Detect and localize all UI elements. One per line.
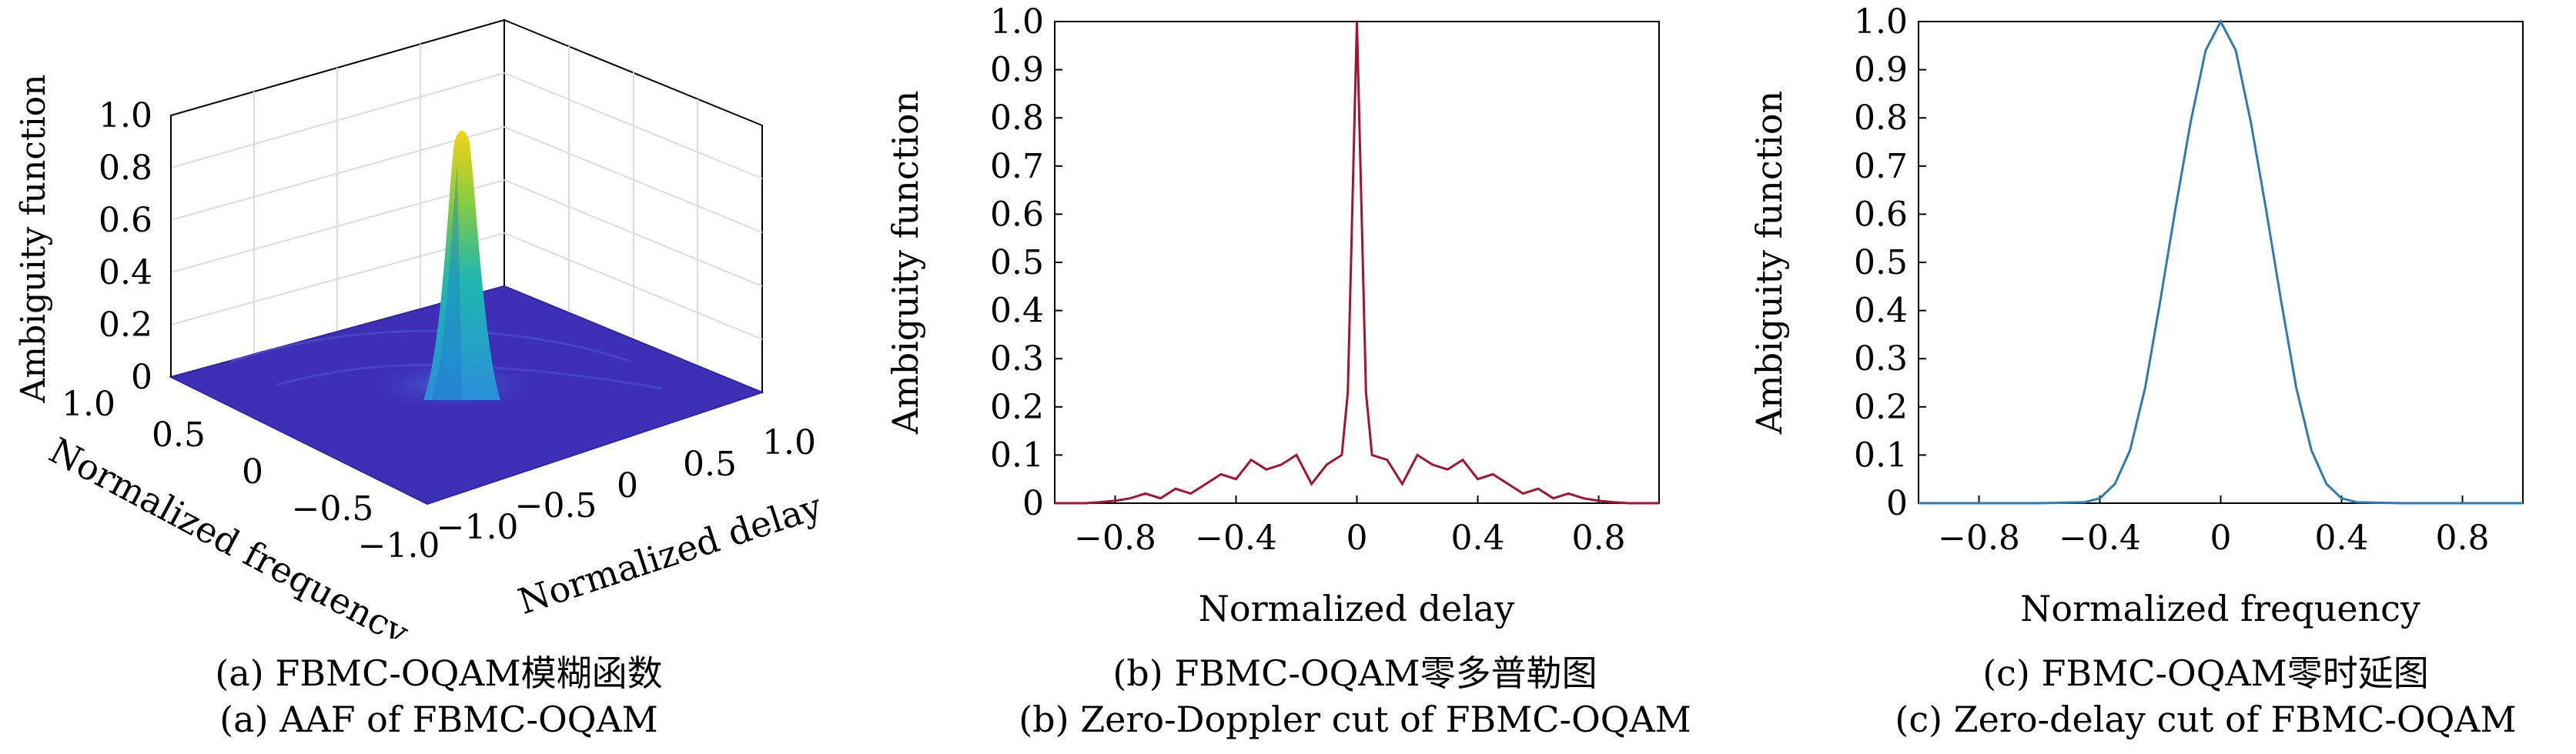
y-tick-labels: 1.0 0.5 0 −0.5 −1.0 xyxy=(62,385,440,566)
chart-a-aaf-surface: 0 0.2 0.4 0.6 0.8 1.0 Ambiguity function… xyxy=(14,18,827,639)
x-tick-label: 0 xyxy=(1347,519,1368,558)
caption-a-en: (a) AAF of FBMC-OQAM xyxy=(219,699,658,740)
y-tick-label: 0.6 xyxy=(990,195,1044,234)
x-tick-label: 0.8 xyxy=(2436,519,2490,558)
caption-a: (a) FBMC-OQAM模糊函数 (a) AAF of FBMC-OQAM xyxy=(115,650,762,742)
x-tick-label: 0 xyxy=(617,466,638,505)
z-tick-label: 0.2 xyxy=(99,305,152,345)
chart-c-zero-delay: 0 0.1 0.2 0.3 0.4 0.5 0.6 0.7 0.8 0.9 1.0 −0.8 −0.4… xyxy=(1748,2,2524,629)
y-tick-label: 0.5 xyxy=(990,243,1044,282)
y-tick-label: 0 xyxy=(1022,484,1044,523)
plot-frame xyxy=(1918,21,2524,504)
chart-b-zero-doppler: 0 0.1 0.2 0.3 0.4 0.5 0.6 0.7 0.8 0.9 1.0 −0.8 −0.4… xyxy=(885,2,1660,629)
x-tick-label: 0.5 xyxy=(683,445,737,484)
y-tick-label: 0 xyxy=(242,452,263,492)
y-tick-label: 0.3 xyxy=(1854,339,1908,379)
y-tick-labels: 0 0.1 0.2 0.3 0.4 0.5 0.6 0.7 0.8 0.9 1.0 xyxy=(1854,2,1926,523)
caption-c-cn: (c) FBMC-OQAM零时延图 xyxy=(1982,652,2429,694)
x-tick-label: 0 xyxy=(2210,519,2232,558)
y-tick-label: 0.1 xyxy=(1854,435,1908,475)
series-line xyxy=(1055,21,1659,505)
caption-b-cn: (b) FBMC-OQAM零多普勒图 xyxy=(1112,652,1597,694)
x-tick-label: 0.8 xyxy=(1572,519,1626,558)
y-tick-label: 0.6 xyxy=(1854,195,1908,234)
x-tick-label: 1.0 xyxy=(762,423,816,462)
x-tick-labels: −1.0 −0.5 0 0.5 1.0 xyxy=(437,423,816,547)
caption-c: (c) FBMC-OQAM零时延图 (c) Zero-delay cut of … xyxy=(1840,650,2571,742)
y-tick-label: 0.5 xyxy=(152,415,206,455)
y-tick-label: 0.7 xyxy=(1854,147,1908,186)
z-tick-label: 0 xyxy=(131,358,152,397)
z-tick-label: 1.0 xyxy=(99,96,152,135)
y-tick-label: 1.0 xyxy=(990,2,1044,42)
y-tick-labels: 0 0.1 0.2 0.3 0.4 0.5 0.6 0.7 0.8 0.9 1.0 xyxy=(990,2,1062,523)
x-tick-label: −0.5 xyxy=(515,486,597,525)
caption-c-en: (c) Zero-delay cut of FBMC-OQAM xyxy=(1895,699,2517,740)
x-axis-label: Normalized delay xyxy=(1199,588,1515,629)
x-tick-labels: −0.8 −0.4 0 0.4 0.8 xyxy=(1938,495,2489,558)
x-tick-label: −0.4 xyxy=(2059,519,2141,558)
x-axis-label: Normalized frequency xyxy=(2020,588,2420,629)
x-tick-label: −0.4 xyxy=(1195,519,1277,558)
y-tick-label: 0.2 xyxy=(1854,388,1908,427)
x-tick-label: −0.8 xyxy=(1074,519,1156,558)
z-tick-label: 0.6 xyxy=(99,201,152,240)
x-tick-label: 0.4 xyxy=(1451,519,1505,558)
y-tick-label: 1.0 xyxy=(1854,2,1908,42)
y-tick-label: 0 xyxy=(1886,484,1908,523)
z-tick-label: 0.4 xyxy=(99,253,152,292)
caption-b: (b) FBMC-OQAM零多普勒图 (b) Zero-Doppler cut … xyxy=(970,650,1740,742)
y-tick-label: 0.7 xyxy=(990,147,1044,186)
x-tick-label: −0.8 xyxy=(1938,519,2020,558)
y-axis-label: Ambiguity function xyxy=(885,91,926,435)
caption-b-en: (b) Zero-Doppler cut of FBMC-OQAM xyxy=(1019,699,1691,740)
y-tick-label: 0.4 xyxy=(1854,292,1908,331)
y-tick-label: 0.8 xyxy=(1854,98,1908,138)
z-tick-label: 0.8 xyxy=(99,148,152,188)
y-tick-label: 0.8 xyxy=(990,98,1044,138)
y-tick-label: −1.0 xyxy=(358,526,440,566)
y-tick-label: −0.5 xyxy=(292,489,374,529)
surface-peak xyxy=(423,131,500,400)
y-tick-label: 0.9 xyxy=(1854,51,1908,90)
y-tick-label: 1.0 xyxy=(62,385,115,424)
z-tick-labels: 0 0.2 0.4 0.6 0.8 1.0 xyxy=(99,96,152,397)
surface-grid xyxy=(170,18,763,394)
series-line xyxy=(1919,18,2523,505)
y-axis-label: Ambiguity function xyxy=(1748,91,1790,435)
y-tick-label: 0.3 xyxy=(990,339,1044,379)
x-tick-label: −1.0 xyxy=(437,508,519,547)
surface-ripples xyxy=(230,329,632,363)
y-tick-label: 0.1 xyxy=(990,435,1044,475)
x-tick-label: 0.4 xyxy=(2315,519,2369,558)
y-tick-label: 0.9 xyxy=(990,51,1044,90)
y-tick-label: 0.5 xyxy=(1854,243,1908,282)
x-tick-labels: −0.8 −0.4 0 0.4 0.8 xyxy=(1074,495,1625,558)
caption-a-cn: (a) FBMC-OQAM模糊函数 xyxy=(215,652,663,694)
y-tick-label: 0.4 xyxy=(990,292,1044,331)
y-tick-label: 0.2 xyxy=(990,388,1044,427)
z-axis-label: Ambiguity function xyxy=(14,74,53,403)
plot-frame xyxy=(1054,21,1660,504)
